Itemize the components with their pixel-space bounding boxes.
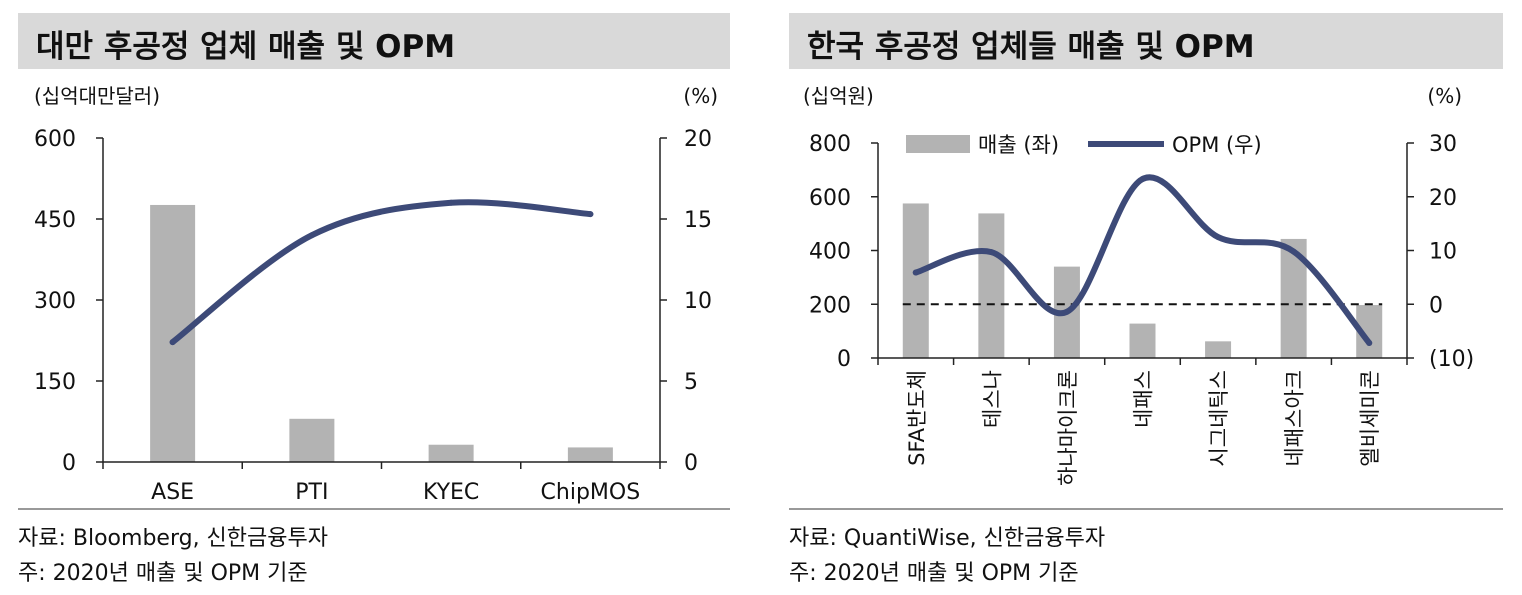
category-label: SFA반도체 [905,370,929,466]
left-tick-label: 450 [34,208,76,233]
category-label: 시그네틱스 [1207,370,1231,467]
opm-point-3 [448,199,455,206]
right-tick-label: 30 [1429,132,1457,157]
right-tick-label: 0 [684,451,698,476]
left-tick-label: 150 [34,370,76,395]
category-label: KYEC [423,480,479,505]
right-tick-label: 15 [684,208,712,233]
opm-point-2 [988,249,995,256]
left-tick-label: 400 [809,240,851,265]
category-label: ChipMOS [541,480,641,505]
left-note-text: 주: 2020년 매출 및 OPM 기준 [18,561,308,586]
left-axis-unit: (십억원) [803,84,874,108]
bar-2 [289,418,335,462]
category-label: 엘비세미콘 [1358,370,1382,467]
left-source-text: 자료: Bloomberg, 신한금융투자 [18,526,328,551]
right-source-text: 자료: QuantiWise, 신한금융투자 [789,526,1106,551]
bar-4 [567,447,613,462]
right-axis-unit: (%) [683,84,718,108]
right-tick-label: 10 [1429,240,1457,265]
left-tick-label: 600 [809,186,851,211]
category-label: 하나마이크론 [1056,370,1080,486]
left-chart-title: 대만 후공정 업체 매출 및 OPM [36,29,456,65]
right-tick-label: 20 [684,127,712,152]
opm-point-1 [912,269,919,276]
left-tick-label: 200 [809,293,851,318]
opm-point-1 [169,339,176,346]
right-source-divider [789,508,1503,510]
legend-bar-swatch [906,135,970,153]
left-tick-label: 0 [62,451,76,476]
right-tick-label: 0 [1429,293,1443,318]
bar-1 [902,203,929,358]
right-chart-title: 한국 후공정 업체들 매출 및 OPM [807,29,1255,65]
opm-point-4 [1139,176,1146,183]
category-label: 테스나 [980,370,1004,428]
opm-point-3 [1063,308,1070,315]
left-tick-label: 0 [837,347,851,372]
category-label: 네패스아크 [1283,370,1307,467]
bar-2 [978,213,1005,358]
legend-bar-label: 매출 (좌) [978,133,1059,157]
left-tick-label: 600 [34,127,76,152]
opm-point-7 [1366,339,1373,346]
left-axis-unit: (십억대만달러) [34,84,160,108]
right-axis-unit: (%) [1427,84,1462,108]
category-label: ASE [151,480,194,505]
right-tick-label: 5 [684,370,698,395]
category-label: 네패스 [1132,370,1156,428]
left-chart: (십억대만달러) (%) 0 150 300 450 600 0 5 10 15 20 ASE PTI KY… [34,84,718,505]
category-label: PTI [295,480,328,505]
opm-point-2 [308,232,315,239]
left-tick-label: 300 [34,289,76,314]
left-title-bar: 대만 후공정 업체 매출 및 OPM [18,13,730,69]
bar-4 [1129,323,1156,358]
opm-point-6 [1290,248,1297,255]
opm-line [169,199,594,346]
opm-point-5 [1215,234,1222,241]
left-tick-label: 800 [809,132,851,157]
right-tick-label: 20 [1429,186,1457,211]
right-tick-label: 10 [684,289,712,314]
right-title-bar: 한국 후공정 업체들 매출 및 OPM [789,13,1503,69]
right-tick-label: (10) [1429,347,1474,372]
bar-5 [1205,341,1232,358]
right-note-text: 주: 2020년 매출 및 OPM 기준 [789,561,1079,586]
left-source-divider [18,508,730,510]
opm-point-4 [587,211,594,218]
bar-3 [428,444,474,462]
legend-line-label: OPM (우) [1172,133,1262,157]
